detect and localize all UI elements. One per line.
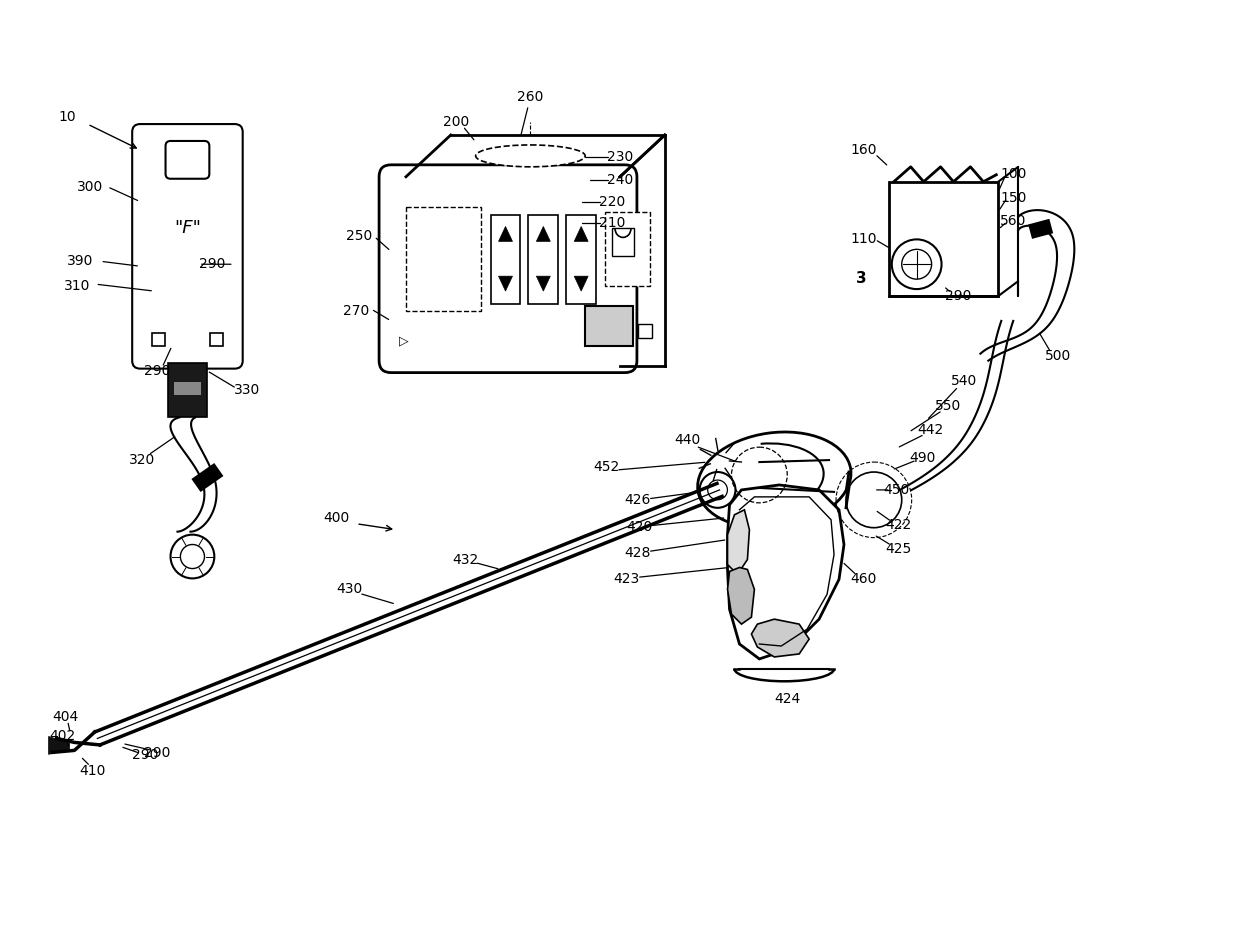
- Text: 450: 450: [884, 483, 910, 497]
- Bar: [585, 306, 632, 346]
- Text: 260: 260: [517, 90, 543, 105]
- Text: 110: 110: [851, 232, 877, 246]
- Text: 430: 430: [336, 582, 362, 596]
- Text: 460: 460: [851, 573, 877, 587]
- Text: 442: 442: [918, 423, 944, 437]
- Bar: [528, 215, 558, 304]
- Text: 490: 490: [909, 451, 936, 465]
- FancyBboxPatch shape: [133, 124, 243, 369]
- Text: 290: 290: [198, 257, 224, 271]
- Circle shape: [180, 545, 205, 569]
- Text: 160: 160: [851, 143, 877, 157]
- Text: 3: 3: [856, 271, 867, 285]
- Text: 290: 290: [144, 747, 170, 761]
- Text: 422: 422: [885, 517, 911, 532]
- Text: 560: 560: [999, 215, 1027, 228]
- Text: 150: 150: [999, 190, 1027, 204]
- Text: 310: 310: [64, 279, 91, 293]
- Text: 290: 290: [945, 289, 972, 303]
- Polygon shape: [728, 485, 844, 659]
- Polygon shape: [751, 619, 810, 657]
- Text: 290: 290: [131, 748, 159, 763]
- Circle shape: [171, 534, 215, 578]
- Bar: [1028, 219, 1053, 239]
- Bar: [191, 463, 223, 492]
- Text: 440: 440: [675, 434, 701, 447]
- Polygon shape: [48, 736, 69, 754]
- Text: 390: 390: [67, 254, 93, 268]
- Bar: [167, 362, 207, 417]
- Polygon shape: [537, 226, 551, 242]
- Text: 330: 330: [233, 383, 260, 398]
- Bar: [567, 215, 596, 304]
- Text: 240: 240: [606, 173, 634, 186]
- Polygon shape: [537, 276, 551, 291]
- Bar: [153, 333, 165, 346]
- Bar: [637, 324, 652, 338]
- Text: 250: 250: [346, 229, 372, 243]
- Bar: [174, 381, 201, 396]
- Polygon shape: [574, 276, 588, 291]
- Text: 500: 500: [1045, 349, 1071, 362]
- Text: 230: 230: [606, 150, 634, 164]
- Text: 410: 410: [79, 765, 105, 778]
- Bar: [210, 333, 223, 346]
- Circle shape: [892, 240, 941, 289]
- Circle shape: [708, 480, 728, 500]
- Polygon shape: [498, 276, 512, 291]
- Text: 290: 290: [144, 363, 170, 378]
- Text: 423: 423: [613, 573, 639, 587]
- Text: 540: 540: [951, 374, 977, 388]
- Bar: [605, 211, 650, 286]
- Text: 426: 426: [625, 493, 651, 507]
- Text: 424: 424: [774, 691, 800, 706]
- Text: 400: 400: [324, 511, 350, 525]
- Text: 270: 270: [343, 304, 370, 318]
- Text: 10: 10: [58, 110, 77, 125]
- Text: 550: 550: [935, 399, 962, 414]
- Polygon shape: [728, 568, 754, 624]
- Text: 404: 404: [52, 709, 78, 724]
- Text: 402: 402: [50, 729, 76, 744]
- Bar: [613, 228, 634, 256]
- Text: 452: 452: [593, 460, 619, 474]
- Polygon shape: [574, 226, 588, 242]
- Text: 300: 300: [77, 180, 103, 194]
- Text: "F": "F": [174, 219, 201, 237]
- Polygon shape: [728, 510, 749, 574]
- Text: 100: 100: [999, 166, 1027, 181]
- FancyBboxPatch shape: [379, 165, 637, 373]
- Circle shape: [901, 249, 931, 280]
- Text: 428: 428: [625, 546, 651, 559]
- Polygon shape: [498, 226, 512, 242]
- Ellipse shape: [698, 432, 851, 528]
- Text: 210: 210: [599, 217, 625, 230]
- Bar: [889, 182, 998, 296]
- Text: ▷: ▷: [399, 335, 409, 347]
- FancyBboxPatch shape: [166, 141, 210, 179]
- Text: 320: 320: [129, 453, 155, 467]
- Ellipse shape: [476, 145, 585, 166]
- Text: 220: 220: [599, 195, 625, 208]
- Text: 425: 425: [885, 541, 911, 555]
- Text: 200: 200: [443, 115, 469, 129]
- Circle shape: [846, 472, 901, 528]
- Text: 432: 432: [453, 553, 479, 567]
- Bar: [491, 215, 521, 304]
- Bar: [405, 206, 481, 311]
- Text: 420: 420: [626, 519, 653, 534]
- Circle shape: [699, 472, 735, 508]
